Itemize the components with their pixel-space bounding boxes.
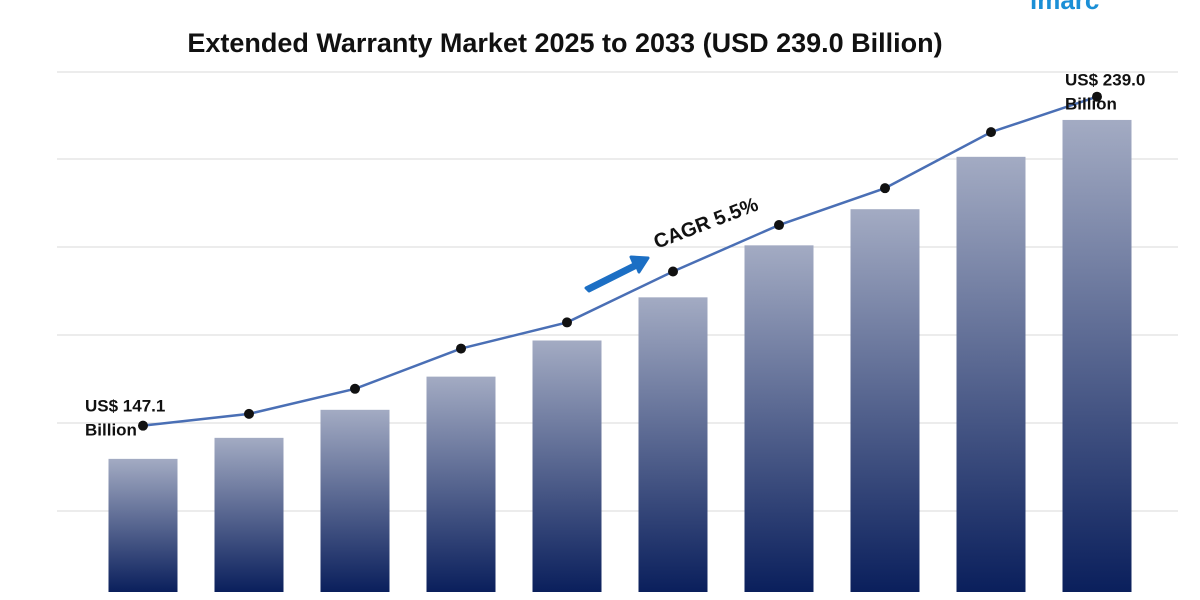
bar: [426, 376, 496, 592]
chart-title: Extended Warranty Market 2025 to 2033 (U…: [187, 28, 942, 58]
line-point: [668, 266, 678, 277]
line-point: [350, 383, 360, 394]
value-label: US$ 147.1 Billion: [85, 397, 165, 440]
line-point: [456, 343, 466, 354]
bar: [320, 409, 390, 592]
logo: imarc: [1030, 0, 1099, 15]
value-label: US$ 239.0 Billion: [1065, 71, 1145, 114]
line-point: [774, 220, 784, 231]
line-point: [880, 183, 890, 194]
line-point: [986, 127, 996, 138]
bar: [638, 297, 708, 592]
bar: [214, 437, 284, 592]
bar: [850, 209, 920, 593]
bar: [108, 458, 178, 592]
bar: [1062, 119, 1132, 592]
bar: [744, 245, 814, 593]
bar: [956, 156, 1026, 592]
line-point: [138, 420, 148, 431]
cagr-label: CAGR 5.5%: [651, 194, 762, 254]
cagr-arrow: [584, 255, 650, 293]
line-point: [244, 408, 254, 419]
bar: [532, 340, 602, 592]
line: [142, 95, 1098, 427]
line-point: [562, 317, 572, 328]
line-point: [1092, 91, 1102, 102]
